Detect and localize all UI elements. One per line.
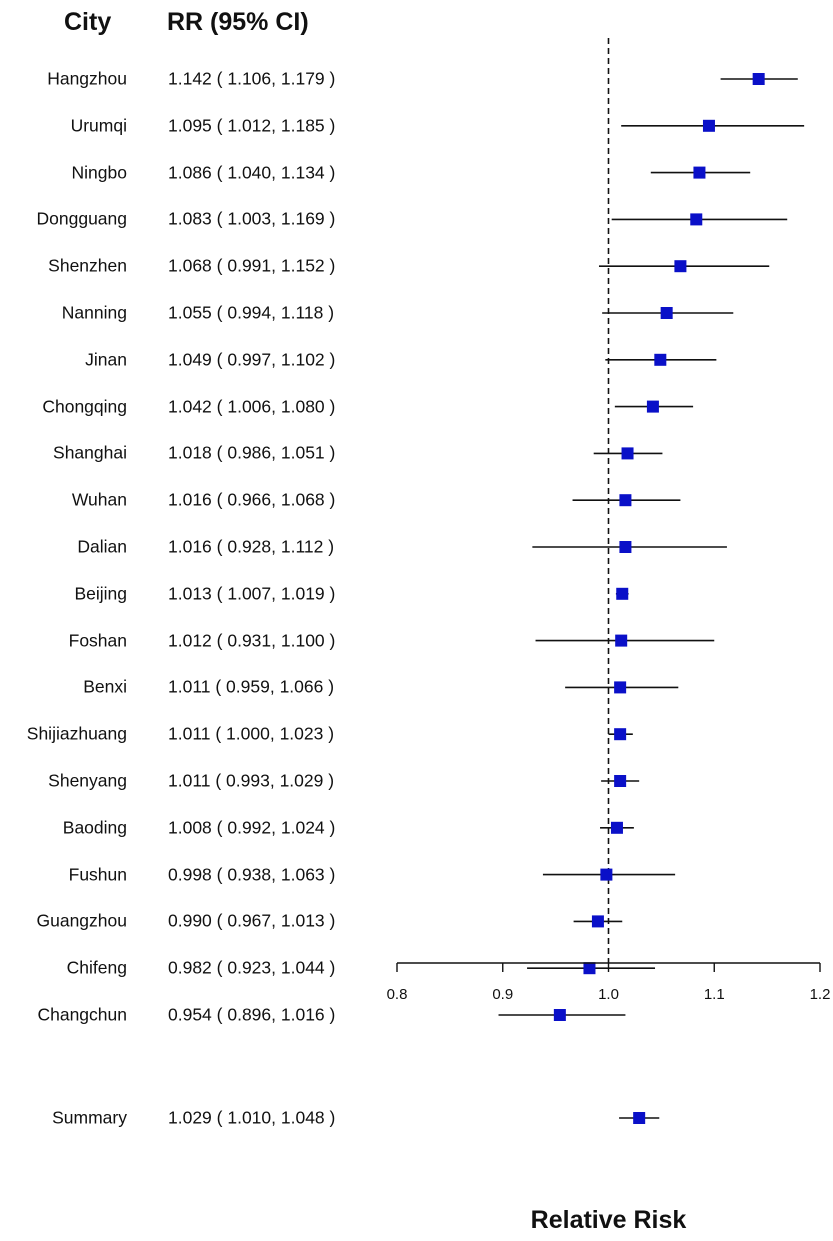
point-marker xyxy=(660,307,673,319)
city-label: Dalian xyxy=(77,536,127,557)
point-marker xyxy=(616,587,629,600)
city-label: Shanghai xyxy=(53,442,127,463)
summary-point-marker xyxy=(633,1112,646,1124)
rr-ci-label: 0.982 ( 0.923, 1.044 ) xyxy=(168,957,336,978)
city-label: Nanning xyxy=(61,302,127,323)
city-label: Changchun xyxy=(37,1004,127,1025)
rr-ci-label: 1.012 ( 0.931, 1.100 ) xyxy=(168,630,336,651)
point-marker xyxy=(614,728,627,741)
summary-label: Summary xyxy=(52,1107,127,1128)
point-marker xyxy=(614,681,627,694)
summary-rr-ci-label: 1.029 ( 1.010, 1.048 ) xyxy=(168,1107,336,1128)
rr-ci-label: 1.055 ( 0.994, 1.118 ) xyxy=(168,302,335,323)
rr-ci-label: 1.095 ( 1.012, 1.185 ) xyxy=(168,115,336,136)
markers-layer xyxy=(553,73,765,1124)
city-label: Baoding xyxy=(62,817,127,838)
rr-ci-label: 1.013 ( 1.007, 1.019 ) xyxy=(168,583,336,604)
rr-ci-label: 1.011 ( 0.959, 1.066 ) xyxy=(168,676,335,697)
point-marker xyxy=(583,962,596,975)
rr-ci-label: 1.042 ( 1.006, 1.080 ) xyxy=(168,396,336,417)
x-tick-label: 0.9 xyxy=(492,986,513,1003)
city-label: Hangzhou xyxy=(47,68,127,89)
rr-ci-label: 1.142 ( 1.106, 1.179 ) xyxy=(168,68,336,89)
rr-ci-label: 1.016 ( 0.928, 1.112 ) xyxy=(168,536,335,557)
city-label: Shijiazhuang xyxy=(26,723,127,744)
city-label: Ningbo xyxy=(71,162,127,183)
point-marker xyxy=(614,775,627,787)
city-label: Urumqi xyxy=(70,115,127,136)
rr-ci-label: 1.086 ( 1.040, 1.134 ) xyxy=(168,162,336,183)
point-marker xyxy=(654,353,667,366)
city-label: Foshan xyxy=(68,630,127,651)
city-label: Chifeng xyxy=(66,957,127,978)
point-marker xyxy=(690,213,703,226)
rr-ci-label: 1.083 ( 1.003, 1.169 ) xyxy=(168,208,336,229)
point-marker xyxy=(591,915,604,928)
rr-ci-label: 0.954 ( 0.896, 1.016 ) xyxy=(168,1004,336,1025)
x-axis: 0.8 0.9 1.0 1.1 1.2 xyxy=(387,962,831,1003)
city-column-header: City xyxy=(64,8,112,36)
point-marker xyxy=(693,166,706,179)
city-label: Beijing xyxy=(74,583,127,604)
x-axis-label: Relative Risk xyxy=(531,1206,687,1234)
rr-ci-label: 1.016 ( 0.966, 1.068 ) xyxy=(168,489,336,510)
rr-ci-label: 1.049 ( 0.997, 1.102 ) xyxy=(168,349,336,370)
rr-ci-label: 1.011 ( 0.993, 1.029 ) xyxy=(168,770,335,791)
city-label: Guangzhou xyxy=(36,910,128,931)
x-tick-label: 1.0 xyxy=(598,986,619,1003)
x-tick-label: 1.1 xyxy=(704,986,725,1003)
rr-column-header: RR (95% CI) xyxy=(167,8,309,36)
rr-ci-label: 1.018 ( 0.986, 1.051 ) xyxy=(168,442,336,463)
rr-ci-label: 0.990 ( 0.967, 1.013 ) xyxy=(168,910,336,931)
point-marker xyxy=(646,400,659,413)
rr-ci-label: 1.011 ( 1.000, 1.023 ) xyxy=(168,723,335,744)
point-marker xyxy=(615,634,628,647)
point-marker xyxy=(619,494,632,507)
point-marker xyxy=(621,447,634,460)
point-marker xyxy=(752,73,765,85)
rr-ci-label: 1.008 ( 0.992, 1.024 ) xyxy=(168,817,336,838)
point-marker xyxy=(553,1009,566,1021)
rr-ci-label: 0.998 ( 0.938, 1.063 ) xyxy=(168,864,336,885)
city-label: Fushun xyxy=(68,864,127,885)
point-marker xyxy=(610,821,623,834)
city-label: Benxi xyxy=(83,676,127,697)
ci-lines-layer xyxy=(498,78,805,1119)
city-label: Shenzhen xyxy=(48,255,127,276)
x-tick-label: 1.2 xyxy=(810,986,831,1003)
city-label: Dongguang xyxy=(36,208,128,229)
point-marker xyxy=(702,119,715,132)
point-marker xyxy=(674,260,687,273)
city-label: Jinan xyxy=(85,349,127,370)
point-marker xyxy=(600,868,613,881)
x-tick-label: 0.8 xyxy=(387,986,408,1003)
city-label: Chongqing xyxy=(42,396,127,417)
rr-ci-label: 1.068 ( 0.991, 1.152 ) xyxy=(168,255,336,276)
point-marker xyxy=(619,541,632,553)
city-label: Wuhan xyxy=(71,489,127,510)
city-label: Shenyang xyxy=(48,770,127,791)
